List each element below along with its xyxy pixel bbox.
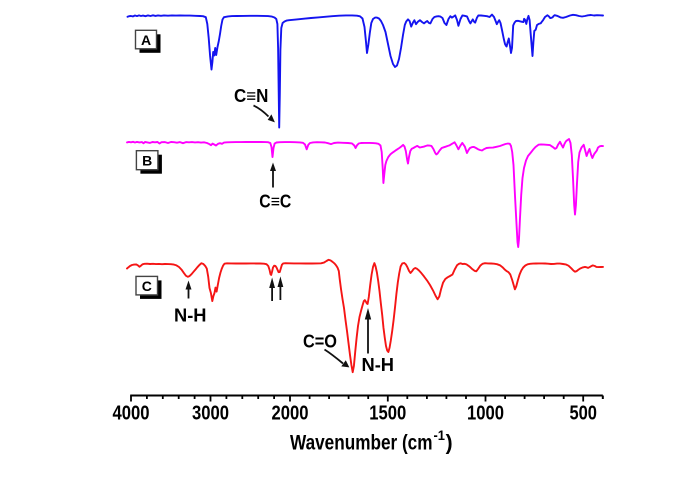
svg-text:1000: 1000 (467, 403, 504, 425)
svg-text:500: 500 (569, 403, 597, 425)
svg-text:C≡N: C≡N (234, 86, 268, 106)
svg-text:A: A (141, 32, 151, 48)
svg-text:Wavenumber (cm: Wavenumber (cm (290, 432, 433, 455)
svg-text:4000: 4000 (113, 403, 150, 425)
svg-text:2000: 2000 (272, 403, 309, 425)
svg-text:C: C (142, 278, 152, 294)
svg-text:N-H: N-H (174, 306, 207, 326)
svg-text:-1: -1 (434, 428, 446, 443)
svg-text:N-H: N-H (362, 355, 395, 375)
svg-text:C≡C: C≡C (259, 192, 291, 212)
svg-text:): ) (446, 432, 453, 455)
svg-text:B: B (142, 153, 152, 169)
svg-text:1500: 1500 (369, 403, 406, 425)
svg-text:3000: 3000 (192, 403, 229, 425)
svg-text:C=O: C=O (303, 332, 337, 352)
